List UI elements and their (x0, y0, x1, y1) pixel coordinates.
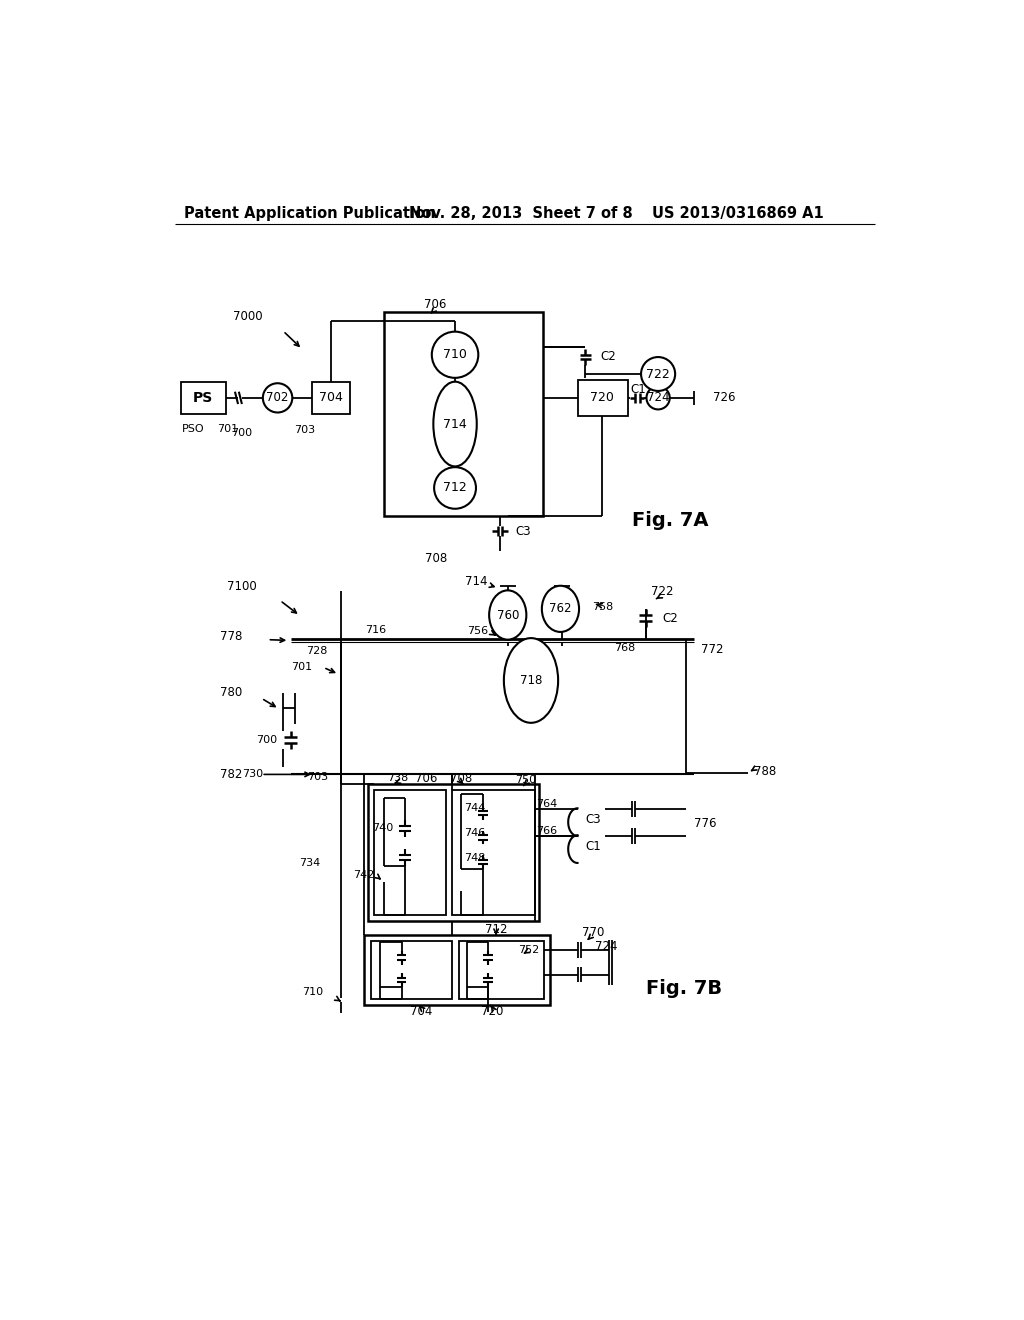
Text: 726: 726 (713, 391, 735, 404)
Text: Fig. 7A: Fig. 7A (632, 511, 709, 529)
Text: 720: 720 (591, 391, 614, 404)
Text: 730: 730 (243, 770, 263, 779)
Text: 7100: 7100 (227, 579, 257, 593)
Circle shape (646, 387, 670, 409)
Circle shape (434, 467, 476, 508)
Text: 782: 782 (220, 768, 243, 781)
Text: 718: 718 (520, 675, 542, 686)
Bar (578, 380, 628, 416)
Text: 714: 714 (443, 417, 467, 430)
Text: 722: 722 (646, 367, 670, 380)
Text: 700: 700 (256, 735, 276, 744)
Ellipse shape (489, 590, 526, 640)
Text: 778: 778 (220, 630, 243, 643)
Text: 704: 704 (319, 391, 343, 404)
Text: C3: C3 (515, 524, 531, 537)
Ellipse shape (542, 586, 579, 632)
Text: 770: 770 (582, 925, 604, 939)
Text: 788: 788 (755, 764, 776, 777)
Text: 750: 750 (515, 775, 537, 785)
Ellipse shape (504, 638, 558, 723)
Bar (384, 313, 543, 516)
Text: C2: C2 (601, 350, 616, 363)
Text: 712: 712 (443, 482, 467, 495)
Text: C1: C1 (585, 840, 601, 853)
Bar (375, 789, 445, 915)
Text: 756: 756 (467, 626, 488, 636)
Bar (459, 941, 544, 999)
Text: 758: 758 (592, 602, 613, 612)
Text: 706: 706 (415, 772, 437, 785)
Text: PS: PS (194, 391, 213, 405)
Text: 724: 724 (595, 940, 617, 953)
Text: 703: 703 (307, 772, 328, 783)
Text: 734: 734 (299, 858, 321, 869)
Circle shape (641, 356, 675, 391)
Text: US 2013/0316869 A1: US 2013/0316869 A1 (652, 206, 823, 222)
Text: 744: 744 (465, 803, 485, 813)
Text: 712: 712 (485, 924, 507, 936)
Bar (369, 784, 539, 921)
Text: 742: 742 (353, 870, 375, 879)
Text: 746: 746 (465, 828, 485, 838)
Text: 701: 701 (217, 425, 238, 434)
Text: 708: 708 (425, 552, 446, 565)
Text: 716: 716 (366, 626, 387, 635)
Text: 722: 722 (651, 585, 674, 598)
Text: Patent Application Publication: Patent Application Publication (183, 206, 435, 222)
Bar (180, 381, 225, 414)
Text: 710: 710 (302, 986, 324, 997)
Text: 724: 724 (647, 391, 670, 404)
Text: 766: 766 (536, 825, 557, 836)
Text: 740: 740 (372, 824, 393, 833)
Text: 762: 762 (549, 602, 571, 615)
Bar (371, 941, 452, 999)
Text: PSO: PSO (182, 425, 205, 434)
Text: 720: 720 (481, 1005, 504, 1018)
Text: Fig. 7B: Fig. 7B (646, 979, 723, 998)
Text: 710: 710 (443, 348, 467, 362)
Text: 776: 776 (693, 817, 716, 830)
Text: 714: 714 (466, 574, 488, 587)
Text: 708: 708 (451, 772, 472, 785)
Text: 703: 703 (294, 425, 315, 436)
Text: 760: 760 (497, 609, 519, 622)
Text: Nov. 28, 2013  Sheet 7 of 8: Nov. 28, 2013 Sheet 7 of 8 (410, 206, 633, 222)
Text: 704: 704 (410, 1005, 432, 1018)
Text: 701: 701 (291, 661, 312, 672)
Text: 7000: 7000 (233, 310, 263, 323)
Bar (311, 381, 350, 414)
Ellipse shape (433, 381, 477, 466)
Text: 772: 772 (701, 643, 724, 656)
Text: 748: 748 (465, 853, 485, 862)
Text: 780: 780 (220, 686, 243, 700)
Text: 768: 768 (614, 643, 636, 653)
Circle shape (432, 331, 478, 378)
Text: 700: 700 (231, 428, 253, 437)
Text: 738: 738 (387, 774, 409, 783)
Bar (452, 789, 535, 915)
Text: 728: 728 (306, 647, 328, 656)
Text: 764: 764 (536, 799, 557, 809)
Text: C3: C3 (585, 813, 601, 825)
Text: 752: 752 (518, 945, 540, 954)
Text: C2: C2 (663, 611, 678, 624)
Text: 706: 706 (425, 298, 446, 312)
Text: C1: C1 (630, 383, 646, 396)
Circle shape (263, 383, 292, 413)
Bar (365, 935, 550, 1006)
Text: 702: 702 (266, 391, 289, 404)
